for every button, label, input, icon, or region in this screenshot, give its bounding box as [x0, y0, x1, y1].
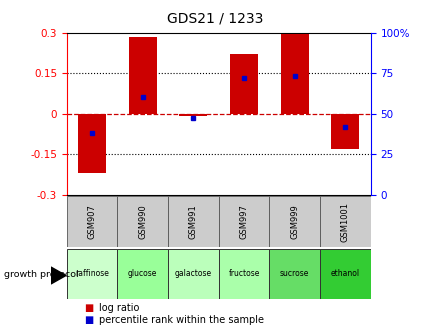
Text: sucrose: sucrose [280, 269, 309, 278]
Text: GSM999: GSM999 [289, 204, 298, 239]
Text: glucose: glucose [128, 269, 157, 278]
Bar [179, 113, 207, 116]
Bar [230, 54, 258, 113]
Text: percentile rank within the sample: percentile rank within the sample [99, 315, 264, 325]
Text: GSM997: GSM997 [239, 204, 248, 239]
Text: GSM990: GSM990 [138, 204, 147, 239]
Text: growth protocol: growth protocol [4, 269, 79, 279]
Bar [168, 249, 218, 299]
Bar [319, 249, 370, 299]
Text: log ratio: log ratio [99, 303, 139, 313]
Bar [78, 113, 106, 173]
Bar [168, 196, 218, 247]
Bar [129, 37, 157, 113]
Bar [117, 196, 168, 247]
Text: ■: ■ [84, 303, 93, 313]
Bar [67, 249, 117, 299]
Text: GSM991: GSM991 [188, 204, 197, 239]
Bar [331, 113, 359, 149]
Bar [269, 196, 319, 247]
Text: ethanol: ethanol [330, 269, 359, 278]
Bar [319, 196, 370, 247]
Bar [218, 249, 269, 299]
Bar [280, 34, 308, 113]
Text: ■: ■ [84, 315, 93, 325]
Text: raffinose: raffinose [75, 269, 109, 278]
Text: galactose: galactose [175, 269, 212, 278]
Bar [218, 196, 269, 247]
Text: fructose: fructose [228, 269, 259, 278]
Bar [269, 249, 319, 299]
Bar [117, 249, 168, 299]
Text: GSM1001: GSM1001 [340, 201, 349, 242]
Text: GDS21 / 1233: GDS21 / 1233 [167, 11, 263, 26]
Polygon shape [51, 267, 66, 284]
Text: GSM907: GSM907 [87, 204, 96, 239]
Bar [67, 196, 117, 247]
